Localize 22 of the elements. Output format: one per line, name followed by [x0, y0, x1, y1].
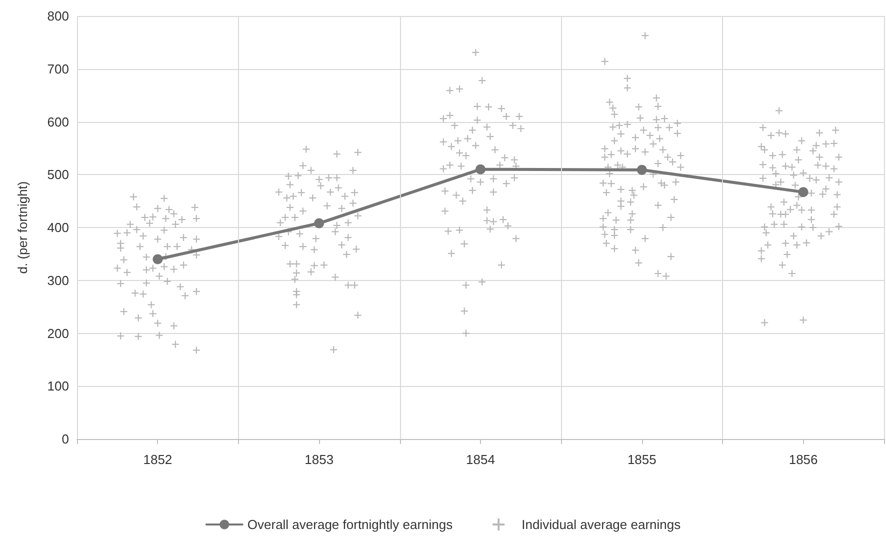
point [798, 187, 808, 198]
point [476, 164, 486, 174]
point [152, 254, 163, 264]
x-tick-label: 1854 [466, 452, 495, 467]
y-tick-label: 200 [47, 326, 69, 341]
legend-label: Individual average earnings [522, 517, 682, 532]
legend-label: Overall average fortnightly earnings [247, 517, 454, 532]
y-axis-title: d. (per fortnight) [15, 181, 30, 274]
y-tick-label: 600 [47, 114, 69, 130]
x-tick-label: 1852 [143, 452, 172, 467]
point [314, 218, 324, 228]
y-tick-label: 400 [47, 220, 69, 235]
x-tick-label: 1856 [788, 452, 818, 467]
x-tick-label: 1853 [304, 452, 334, 467]
y-tick-label: 500 [47, 167, 69, 182]
y-tick-label: 0 [62, 432, 69, 446]
y-tick-label: 100 [47, 378, 69, 394]
y-tick-label: 300 [47, 272, 69, 288]
y-tick-label: 800 [47, 8, 69, 24]
y-tick-label: 700 [47, 61, 69, 76]
point [636, 164, 647, 175]
x-tick-label: 1855 [627, 452, 656, 467]
